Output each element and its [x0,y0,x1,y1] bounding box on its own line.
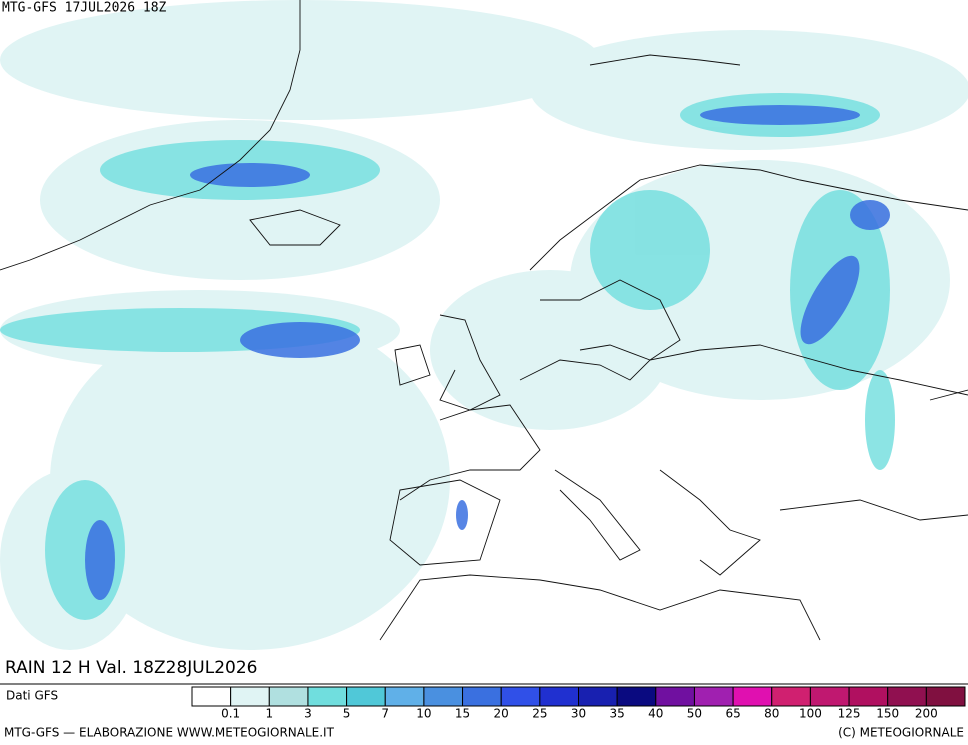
legend-label: 1 [265,707,273,721]
legend-label: 20 [494,707,509,721]
legend-swatch [384,686,425,707]
legend-swatch [732,686,773,707]
map-caption: RAIN 12 H Val. 18Z28JUL2026 [5,658,257,678]
legend-label: 25 [532,707,547,721]
legend-swatch [887,686,927,707]
footer-right: (C) METEOGIORNALE [838,726,964,740]
map: MTG-GFS 17JUL2026 18Z RAIN 12 H Val. 18Z… [0,0,968,678]
legend-swatch [268,686,309,707]
legend-label: 15 [455,707,470,721]
legend-swatch [307,686,348,707]
legend-swatch [578,686,618,707]
legend-label: 200 [915,707,938,721]
legend-swatch [809,686,850,707]
legend-swatch [616,686,657,707]
legend-label: 0.1 [221,707,240,721]
legend-swatch [848,686,889,707]
legend-label: 5 [343,707,351,721]
legend-swatch [346,686,386,707]
legend-source: Dati GFS [6,689,58,703]
legend-label: 3 [304,707,312,721]
legend-swatch [500,686,541,707]
legend-label: 30 [571,707,586,721]
legend-swatch [693,686,734,707]
legend-swatch [539,686,579,707]
legend-label: 80 [764,707,779,721]
legend-label: 7 [381,707,389,721]
legend-swatch [655,686,695,707]
legend-label: 65 [725,707,740,721]
legend-label: 150 [876,707,899,721]
legend-label: 50 [687,707,702,721]
legend-label: 100 [799,707,822,721]
legend-label: 10 [416,707,431,721]
legend: 0.1 1 3 5 7 10 15 20 25 30 35 40 50 65 80 100 125 150 200 [191,686,966,721]
precip-heavy [85,105,890,600]
legend-swatch [925,686,966,707]
legend-swatch [423,686,464,707]
footer-left: MTG-GFS — ELABORAZIONE WWW.METEOGIORNALE… [4,726,335,740]
legend-label: 35 [610,707,625,721]
map-title: MTG-GFS 17JUL2026 18Z [2,1,167,16]
legend-swatch [191,686,232,707]
legend-swatch [771,686,811,707]
legend-label: 40 [648,707,663,721]
legend-swatch [462,686,502,707]
coastlines [0,0,968,641]
legend-label: 125 [838,707,861,721]
legend-swatch [230,686,270,707]
